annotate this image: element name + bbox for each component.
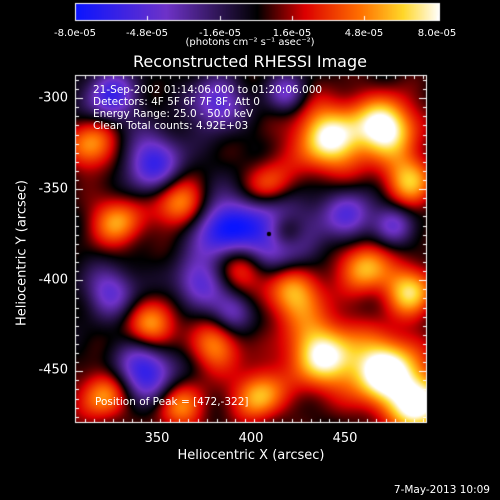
y-tick-label: -300 — [38, 90, 68, 106]
colorbar-tick: -4.8e-05 — [126, 28, 168, 39]
info-line-energy: Energy Range: 25.0 - 50.0 keV — [93, 108, 254, 120]
info-line-counts: Clean Total counts: 4.92E+03 — [93, 120, 249, 132]
colorbar-tick: -1.6e-05 — [199, 28, 241, 39]
colorbar-tick: 1.6e-05 — [272, 28, 312, 39]
peak-position-text: Position of Peak = [472,-322] — [95, 396, 249, 408]
x-tick-label: 400 — [238, 431, 264, 446]
info-line-time: 21-Sep-2002 01:14:06.000 to 01:20:06.000 — [93, 84, 323, 96]
x-tick-label: 350 — [144, 431, 170, 446]
y-tick-label: -400 — [38, 272, 68, 288]
colorbar-tick: 8.0e-05 — [417, 28, 457, 39]
x-axis-label: Heliocentric X (arcsec) — [177, 448, 325, 463]
map-title: Reconstructed RHESSI Image — [133, 52, 367, 71]
y-tick-label: -350 — [38, 181, 68, 197]
x-tick-label: 450 — [332, 431, 358, 446]
info-line-detectors: Detectors: 4F 5F 6F 7F 8F, Att 0 — [93, 96, 260, 108]
y-axis-label: Heliocentric Y (arcsec) — [14, 180, 30, 326]
colorbar-units-label: (photons cm⁻² s⁻¹ asec⁻²) — [185, 37, 315, 48]
footer-date: 7-May-2013 10:09 — [393, 484, 490, 496]
y-tick-label: -450 — [38, 362, 68, 378]
colorbar-tick: -8.0e-05 — [54, 28, 96, 39]
colorbar-tick: 4.8e-05 — [344, 28, 384, 39]
